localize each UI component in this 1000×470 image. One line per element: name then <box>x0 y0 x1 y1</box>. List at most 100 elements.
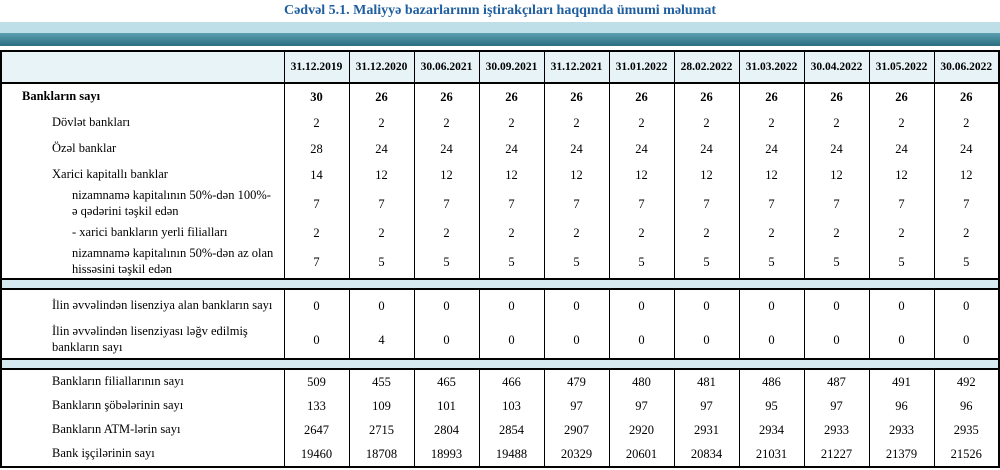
data-cell: 7 <box>868 188 935 220</box>
data-cell: 0 <box>543 322 610 359</box>
data-cell: 18993 <box>413 442 480 467</box>
data-cell: 0 <box>673 322 740 359</box>
data-cell: 5 <box>413 246 480 279</box>
corner-cell <box>0 51 285 84</box>
data-cell: 0 <box>803 322 870 359</box>
data-cell: 2933 <box>803 418 870 442</box>
table-row: İlin əvvəlindən lisenziyası ləğv edilmiş… <box>0 322 1000 359</box>
data-cell: 28 <box>283 136 350 162</box>
data-cell: 466 <box>478 369 545 394</box>
row-label: Bankların filiallarının sayı <box>0 369 285 394</box>
data-cell: 2647 <box>283 418 350 442</box>
row-label: Bank işçilərinin sayı <box>0 442 285 467</box>
data-cell: 0 <box>738 322 805 359</box>
row-label: Özəl banklar <box>0 136 285 162</box>
data-cell: 12 <box>803 162 870 188</box>
data-cell: 2 <box>283 110 350 136</box>
data-cell: 0 <box>413 322 480 359</box>
data-cell: 20329 <box>543 442 610 467</box>
data-cell: 101 <box>413 394 480 418</box>
data-cell: 491 <box>868 369 935 394</box>
data-cell: 103 <box>478 394 545 418</box>
section-separator <box>1 358 999 370</box>
data-cell: 12 <box>543 162 610 188</box>
column-header-date: 28.02.2022 <box>673 51 740 84</box>
column-header-date: 31.12.2019 <box>283 51 350 84</box>
column-header-date: 30.06.2022 <box>933 51 1000 84</box>
table-row: İlin əvvəlindən lisenziya alan bankların… <box>0 289 1000 322</box>
data-cell: 509 <box>283 369 350 394</box>
data-cell: 7 <box>803 188 870 220</box>
data-cell: 26 <box>868 83 935 110</box>
data-cell: 2933 <box>868 418 935 442</box>
decor-band-teal <box>0 33 1000 46</box>
data-cell: 24 <box>868 136 935 162</box>
data-cell: 26 <box>803 83 870 110</box>
data-cell: 0 <box>868 322 935 359</box>
data-cell: 0 <box>413 289 480 322</box>
row-label: Bankların sayı <box>0 83 285 110</box>
data-cell: 26 <box>348 83 415 110</box>
row-label: Xarici kapitallı banklar <box>0 162 285 188</box>
data-cell: 12 <box>478 162 545 188</box>
data-cell: 24 <box>348 136 415 162</box>
data-cell: 26 <box>933 83 1000 110</box>
data-cell: 5 <box>868 246 935 279</box>
data-cell: 465 <box>413 369 480 394</box>
decor-band-light <box>0 22 1000 33</box>
data-cell: 133 <box>283 394 350 418</box>
table-row: Bankların filiallarının sayı 509 455 465 466… <box>0 369 1000 394</box>
data-cell: 5 <box>478 246 545 279</box>
data-cell: 7 <box>543 188 610 220</box>
data-cell: 2 <box>738 110 805 136</box>
data-cell: 26 <box>543 83 610 110</box>
data-cell: 2 <box>283 220 350 246</box>
data-cell: 95 <box>738 394 805 418</box>
data-cell: 24 <box>803 136 870 162</box>
section-separator <box>1 278 999 290</box>
data-cell: 14 <box>283 162 350 188</box>
table-row: Xarici kapitallı banklar 14 12 12 12 12 12 12 12… <box>0 162 1000 188</box>
data-cell: 5 <box>543 246 610 279</box>
data-cell: 7 <box>933 188 1000 220</box>
column-header-date: 30.06.2021 <box>413 51 480 84</box>
data-cell: 7 <box>348 188 415 220</box>
row-label: nizamnamə kapitalının 50%-dən 100%-ə qəd… <box>0 188 285 220</box>
data-cell: 12 <box>608 162 675 188</box>
data-cell: 479 <box>543 369 610 394</box>
data-cell: 2935 <box>933 418 1000 442</box>
data-cell: 2 <box>933 220 1000 246</box>
data-cell: 2931 <box>673 418 740 442</box>
data-cell: 0 <box>543 289 610 322</box>
data-cell: 2 <box>413 110 480 136</box>
table-row: - xarici bankların yerli filialları 2 2 2 2 2… <box>0 220 1000 246</box>
table-row: Bankların ATM-lərin sayı 2647 2715 2804 2854… <box>0 418 1000 442</box>
data-cell: 26 <box>478 83 545 110</box>
data-cell: 2 <box>608 110 675 136</box>
data-cell: 0 <box>803 289 870 322</box>
data-cell: 12 <box>673 162 740 188</box>
data-cell: 26 <box>738 83 805 110</box>
column-header-date: 31.12.2020 <box>348 51 415 84</box>
data-cell: 2 <box>673 220 740 246</box>
row-label: - xarici bankların yerli filialları <box>0 220 285 246</box>
data-cell: 21379 <box>868 442 935 467</box>
data-cell: 12 <box>868 162 935 188</box>
row-label: Bankların şöbələrinin sayı <box>0 394 285 418</box>
data-cell: 19488 <box>478 442 545 467</box>
data-cell: 21227 <box>803 442 870 467</box>
data-cell: 24 <box>608 136 675 162</box>
data-cell: 2 <box>803 220 870 246</box>
data-cell: 2920 <box>608 418 675 442</box>
data-cell: 97 <box>803 394 870 418</box>
data-cell: 2 <box>543 220 610 246</box>
data-cell: 0 <box>868 289 935 322</box>
table-row: Bankların sayı 30 26 26 26 26 26 26 26 26 26 26 <box>0 83 1000 110</box>
data-cell: 12 <box>413 162 480 188</box>
row-label: nizamnamə kapitalının 50%-dən az olan hi… <box>0 246 285 279</box>
data-cell: 19460 <box>283 442 350 467</box>
data-cell: 0 <box>673 289 740 322</box>
data-cell: 26 <box>608 83 675 110</box>
data-cell: 2 <box>803 110 870 136</box>
data-cell: 5 <box>803 246 870 279</box>
